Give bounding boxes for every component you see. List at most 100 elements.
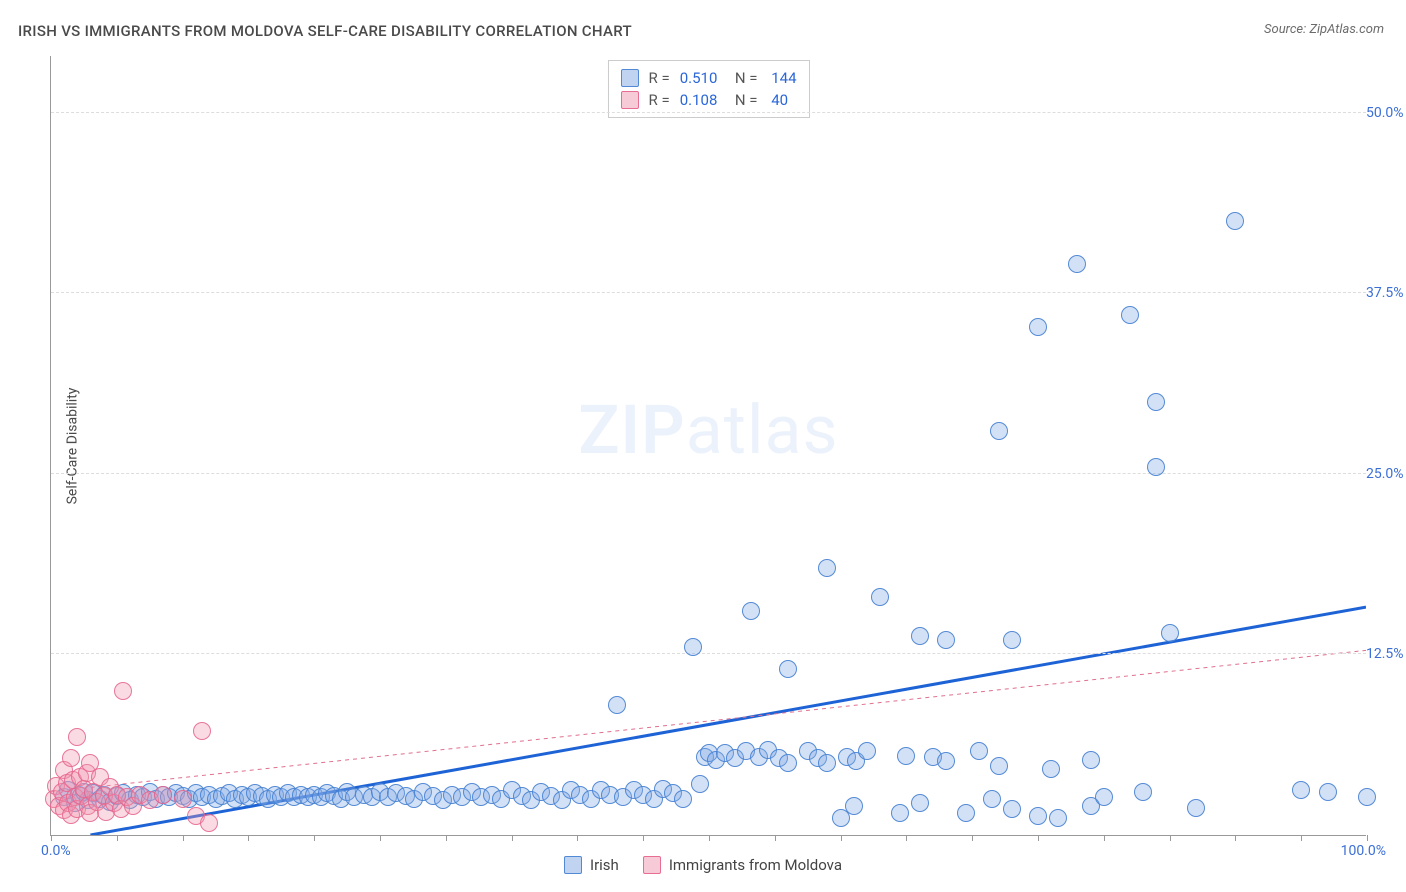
stat-r-value: 0.510 bbox=[680, 69, 718, 87]
data-point bbox=[68, 728, 86, 746]
data-point bbox=[1147, 393, 1165, 411]
x-tick bbox=[1104, 835, 1105, 841]
legend-swatch bbox=[643, 856, 661, 874]
legend-item: Irish bbox=[564, 856, 619, 874]
legend-item: Immigrants from Moldova bbox=[643, 856, 842, 874]
stat-r-label: R = bbox=[648, 91, 669, 109]
x-tick bbox=[1170, 835, 1171, 841]
stat-r-label: R = bbox=[648, 69, 669, 87]
x-tick bbox=[183, 835, 184, 841]
legend-swatch bbox=[620, 69, 638, 87]
x-axis-max-label: 100.0% bbox=[1341, 843, 1386, 859]
x-tick bbox=[1367, 835, 1368, 841]
data-point bbox=[1003, 631, 1021, 649]
data-point bbox=[1134, 783, 1152, 801]
data-point bbox=[1095, 788, 1113, 806]
y-tick-label: 12.5% bbox=[1366, 646, 1406, 662]
data-point bbox=[1029, 807, 1047, 825]
data-point bbox=[937, 631, 955, 649]
stat-n-value: 40 bbox=[767, 91, 788, 109]
source-prefix: Source: bbox=[1264, 22, 1309, 37]
data-point bbox=[154, 786, 172, 804]
stat-n-label: N = bbox=[727, 69, 757, 87]
x-tick bbox=[775, 835, 776, 841]
data-point bbox=[911, 794, 929, 812]
trend-line bbox=[51, 650, 1366, 791]
data-point bbox=[691, 775, 709, 793]
x-tick bbox=[512, 835, 513, 841]
watermark: ZIPatlas bbox=[578, 390, 838, 470]
x-tick bbox=[1301, 835, 1302, 841]
data-point bbox=[684, 638, 702, 656]
x-tick bbox=[841, 835, 842, 841]
data-point bbox=[1121, 306, 1139, 324]
data-point bbox=[1319, 783, 1337, 801]
data-point bbox=[911, 627, 929, 645]
data-point bbox=[200, 814, 218, 832]
x-tick bbox=[1038, 835, 1039, 841]
data-point bbox=[114, 682, 132, 700]
stats-legend: R = 0.510 N = 144 R = 0.108 N = 40 bbox=[607, 60, 809, 118]
watermark-light: atlas bbox=[686, 390, 839, 470]
source-name: ZipAtlas.com bbox=[1309, 22, 1384, 37]
legend-swatch bbox=[564, 856, 582, 874]
data-point bbox=[1147, 458, 1165, 476]
data-point bbox=[742, 602, 760, 620]
legend-swatch bbox=[620, 91, 638, 109]
grid-line bbox=[51, 653, 1366, 654]
data-point bbox=[990, 422, 1008, 440]
data-point bbox=[970, 742, 988, 760]
data-point bbox=[779, 754, 797, 772]
legend-label: Immigrants from Moldova bbox=[669, 856, 842, 874]
chart-title: IRISH VS IMMIGRANTS FROM MOLDOVA SELF-CA… bbox=[18, 22, 632, 40]
data-point bbox=[818, 559, 836, 577]
data-point bbox=[674, 790, 692, 808]
x-tick bbox=[577, 835, 578, 841]
data-point bbox=[62, 749, 80, 767]
stat-r-value: 0.108 bbox=[680, 91, 718, 109]
x-tick bbox=[972, 835, 973, 841]
x-tick bbox=[380, 835, 381, 841]
data-point bbox=[891, 804, 909, 822]
x-tick bbox=[314, 835, 315, 841]
data-point bbox=[1358, 788, 1376, 806]
data-point bbox=[1292, 781, 1310, 799]
x-tick bbox=[446, 835, 447, 841]
data-point bbox=[1161, 624, 1179, 642]
series-legend: Irish Immigrants from Moldova bbox=[564, 856, 842, 874]
data-point bbox=[1029, 318, 1047, 336]
trend-lines-layer bbox=[51, 56, 1366, 835]
data-point bbox=[845, 797, 863, 815]
x-tick bbox=[1235, 835, 1236, 841]
data-point bbox=[937, 752, 955, 770]
data-point bbox=[193, 722, 211, 740]
stats-legend-row: R = 0.108 N = 40 bbox=[620, 89, 796, 111]
x-tick bbox=[117, 835, 118, 841]
x-axis-origin-label: 0.0% bbox=[41, 843, 71, 859]
x-tick bbox=[709, 835, 710, 841]
data-point bbox=[990, 757, 1008, 775]
data-point bbox=[1042, 760, 1060, 778]
y-tick-label: 25.0% bbox=[1366, 466, 1406, 482]
x-tick bbox=[906, 835, 907, 841]
data-point bbox=[818, 754, 836, 772]
data-point bbox=[1082, 751, 1100, 769]
data-point bbox=[608, 696, 626, 714]
data-point bbox=[1003, 800, 1021, 818]
watermark-bold: ZIP bbox=[578, 390, 685, 470]
legend-label: Irish bbox=[590, 856, 619, 874]
data-point bbox=[1068, 255, 1086, 273]
data-point bbox=[1226, 212, 1244, 230]
chart-container: IRISH VS IMMIGRANTS FROM MOLDOVA SELF-CA… bbox=[0, 0, 1406, 892]
y-tick-label: 37.5% bbox=[1366, 285, 1406, 301]
source-attribution: Source: ZipAtlas.com bbox=[1264, 22, 1384, 37]
data-point bbox=[983, 790, 1001, 808]
stat-n-value: 144 bbox=[767, 69, 796, 87]
grid-line bbox=[51, 473, 1366, 474]
data-point bbox=[1049, 809, 1067, 827]
x-tick bbox=[248, 835, 249, 841]
data-point bbox=[858, 742, 876, 760]
data-point bbox=[779, 660, 797, 678]
data-point bbox=[871, 588, 889, 606]
data-point bbox=[1187, 799, 1205, 817]
